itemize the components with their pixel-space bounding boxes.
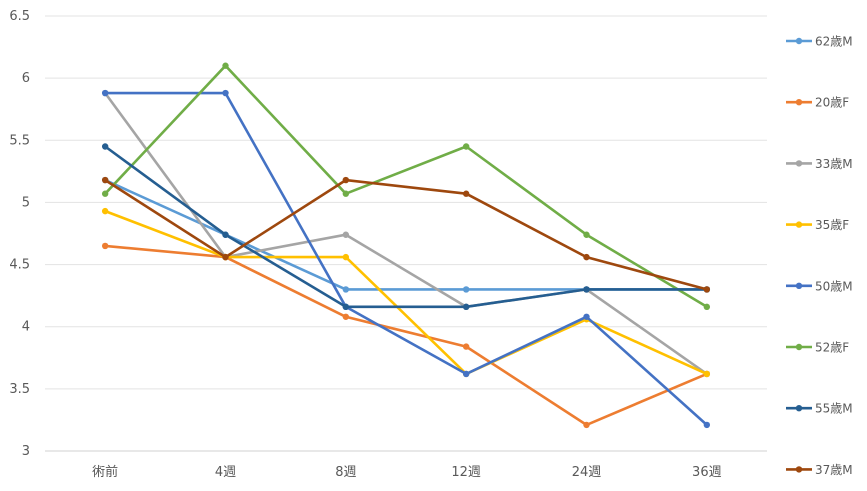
data-point bbox=[342, 190, 350, 197]
data-point bbox=[222, 89, 229, 97]
data-point bbox=[101, 190, 109, 197]
series-line bbox=[103, 209, 709, 376]
legend-item: 52歳F bbox=[786, 341, 849, 355]
legend-item: 62歳M bbox=[786, 35, 853, 49]
data-point bbox=[703, 370, 711, 378]
series-line bbox=[103, 178, 709, 291]
series-line bbox=[103, 64, 709, 309]
y-tick-label: 3.5 bbox=[9, 382, 30, 397]
data-point bbox=[222, 62, 229, 69]
data-point bbox=[703, 286, 711, 293]
y-axis: 3 3.5 4 4.5 5 5.5 6 6.5 bbox=[9, 9, 30, 459]
legend-label: 52歳F bbox=[815, 341, 849, 355]
data-point bbox=[222, 253, 229, 261]
legend-label: 55歳M bbox=[815, 402, 853, 416]
legend-item: 20歳F bbox=[786, 96, 849, 110]
legend-marker bbox=[795, 466, 803, 473]
series-line bbox=[103, 91, 709, 376]
legend-item: 33歳M bbox=[786, 157, 853, 171]
legend-marker bbox=[795, 160, 803, 167]
data-point bbox=[342, 303, 350, 311]
x-tick-label: 8週 bbox=[335, 465, 356, 480]
grid-lines bbox=[45, 15, 767, 452]
series-line bbox=[103, 244, 709, 427]
x-tick-label: 12週 bbox=[451, 465, 481, 480]
legend-item: 37歳M bbox=[786, 463, 853, 477]
data-point bbox=[101, 242, 109, 250]
data-point bbox=[583, 231, 590, 238]
legend-marker bbox=[795, 221, 803, 228]
data-point bbox=[101, 89, 109, 97]
legend-label: 33歳M bbox=[815, 157, 853, 171]
legend-label: 37歳M bbox=[815, 463, 853, 477]
data-point bbox=[462, 370, 470, 378]
legend-item: 35歳F bbox=[786, 218, 849, 232]
data-point bbox=[583, 421, 590, 429]
series-group bbox=[101, 62, 711, 429]
data-point bbox=[583, 253, 590, 261]
legend-label: 50歳M bbox=[815, 279, 853, 293]
legend-marker bbox=[795, 343, 803, 351]
series-1 bbox=[101, 176, 711, 293]
data-point bbox=[101, 176, 109, 184]
x-tick-label: 24週 bbox=[572, 465, 602, 480]
series-8 bbox=[101, 176, 711, 293]
series-line bbox=[103, 145, 709, 309]
y-tick-label: 6.5 bbox=[9, 9, 30, 24]
y-tick-label: 5 bbox=[22, 195, 30, 210]
x-axis: 術前 4週 8週 12週 24週 36週 bbox=[92, 464, 721, 480]
data-point bbox=[342, 231, 350, 238]
series-7 bbox=[101, 143, 711, 311]
data-point bbox=[342, 313, 350, 320]
data-point bbox=[342, 253, 350, 261]
data-point bbox=[222, 231, 229, 238]
y-tick-label: 6 bbox=[22, 71, 30, 86]
data-point bbox=[462, 143, 470, 150]
series-6 bbox=[101, 62, 711, 311]
data-point bbox=[101, 143, 109, 150]
data-point bbox=[101, 207, 109, 215]
y-tick-label: 4.5 bbox=[9, 258, 30, 273]
legend-item: 55歳M bbox=[786, 402, 853, 416]
series-line bbox=[103, 178, 709, 291]
series-4 bbox=[101, 207, 711, 378]
legend: 62歳M 20歳F 33歳M 35歳F 50歳M 52歳F 55歳M 37歳M bbox=[786, 35, 853, 477]
x-tick-label: 術前 bbox=[92, 464, 118, 480]
y-tick-label: 4 bbox=[22, 320, 30, 335]
legend-marker bbox=[795, 99, 803, 106]
legend-marker bbox=[795, 282, 803, 289]
data-point bbox=[342, 286, 350, 293]
data-point bbox=[462, 303, 470, 311]
legend-marker bbox=[795, 37, 803, 45]
data-point bbox=[462, 286, 470, 293]
legend-label: 35歳F bbox=[815, 218, 849, 232]
legend-item: 50歳M bbox=[786, 279, 853, 293]
data-point bbox=[342, 176, 350, 184]
y-tick-label: 3 bbox=[22, 444, 30, 459]
data-point bbox=[703, 303, 711, 311]
data-point bbox=[583, 313, 590, 320]
y-tick-label: 5.5 bbox=[9, 133, 30, 148]
data-point bbox=[462, 190, 470, 197]
x-tick-label: 4週 bbox=[215, 465, 236, 480]
series-line bbox=[103, 91, 709, 427]
data-point bbox=[462, 343, 470, 350]
data-point bbox=[703, 421, 711, 429]
data-point bbox=[583, 286, 590, 293]
legend-label: 62歳M bbox=[815, 35, 853, 49]
legend-label: 20歳F bbox=[815, 96, 849, 110]
x-tick-label: 36週 bbox=[692, 465, 722, 480]
legend-marker bbox=[795, 405, 803, 412]
